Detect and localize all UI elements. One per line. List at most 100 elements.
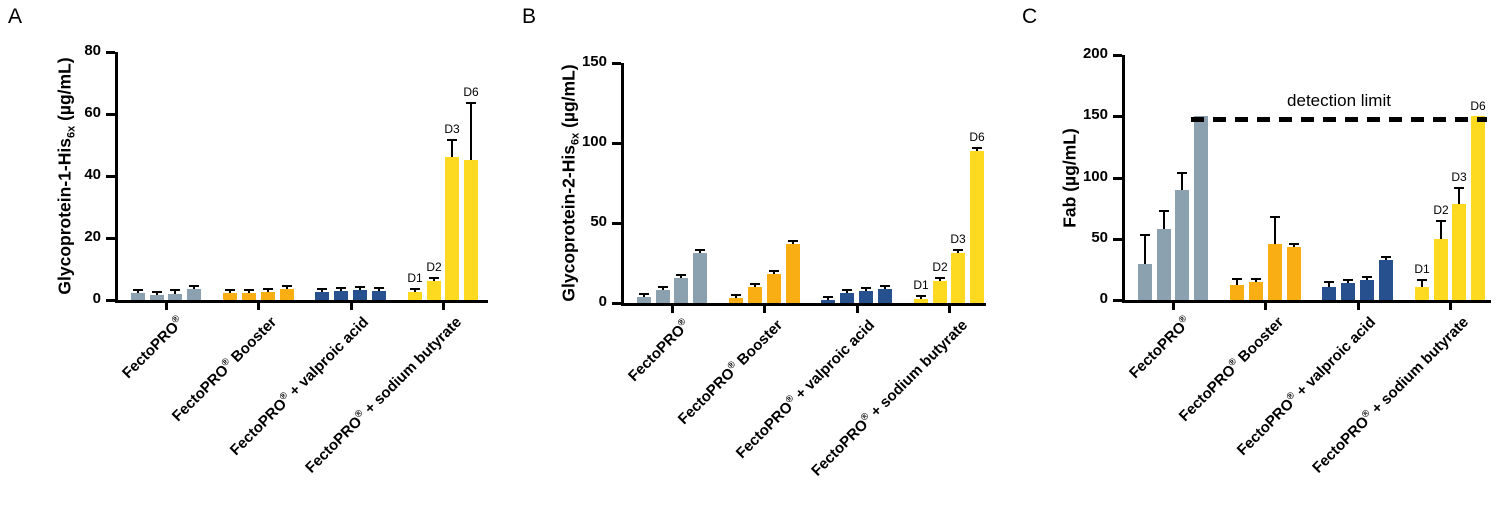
y-axis-title-main: Glycoprotein-1-His	[54, 138, 75, 295]
x-tick	[1264, 303, 1267, 310]
y-tick	[612, 302, 621, 305]
bar-label: D6	[1470, 99, 1486, 113]
error-bar	[174, 291, 176, 294]
error-bar	[754, 285, 756, 287]
x-category-label: FectoPRO®	[625, 316, 694, 385]
y-tick	[1113, 238, 1122, 241]
error-bar	[699, 251, 701, 253]
bar	[637, 297, 651, 303]
error-bar-cap	[695, 249, 705, 251]
x-category-label-text: FectoPRO	[1234, 395, 1298, 459]
x-category-label-text: + valproic acid	[283, 313, 373, 403]
bar	[1249, 282, 1263, 300]
bar-label: D6	[969, 130, 985, 144]
error-bar-cap	[823, 296, 833, 298]
error-bar-cap	[972, 147, 982, 149]
y-axis-title-main: Glycoprotein-2-His	[558, 145, 579, 302]
error-bar-cap	[1436, 220, 1446, 222]
y-tick-label: 200	[1082, 45, 1108, 62]
y-axis-line	[115, 52, 118, 303]
chart-panel-b: B 0 50 100 150 Glycoprotein-2-His6x (µg/mL) F…	[500, 0, 1007, 520]
error-bar	[846, 291, 848, 293]
panel-letter: B	[522, 5, 537, 28]
error-bar	[451, 141, 453, 157]
bar	[427, 281, 441, 300]
y-axis-title-subscript: 6x	[569, 132, 582, 146]
bar	[1360, 280, 1374, 300]
error-bar-cap	[263, 288, 273, 290]
x-category-label-text: Booster	[1231, 313, 1288, 369]
error-bar	[193, 287, 195, 289]
x-category-label-text: Booster	[224, 313, 281, 369]
y-axis-title-main: Fab	[1059, 196, 1080, 228]
x-tick	[948, 306, 951, 313]
bar	[1157, 229, 1171, 300]
bar	[1434, 239, 1448, 300]
x-category-label-text: FectoPRO	[625, 321, 689, 385]
error-bar	[1385, 258, 1387, 260]
bar	[1322, 287, 1336, 300]
y-tick-label: 50	[1091, 229, 1108, 246]
x-category-label-text: FectoPRO	[807, 416, 872, 480]
error-bar	[920, 297, 922, 299]
error-bar-cap	[447, 139, 457, 141]
error-bar	[865, 289, 867, 291]
bar-label: D3	[950, 232, 966, 246]
y-tick-label: 150	[1082, 106, 1108, 123]
x-category-label: FectoPRO® + sodium butyrate	[807, 316, 971, 480]
y-axis-title-unit: (µg/mL)	[1059, 127, 1080, 197]
panel-letter: C	[1022, 5, 1038, 28]
error-bar-cap	[1381, 256, 1391, 258]
bar	[767, 274, 781, 303]
x-category-label-text: + valproic acid	[789, 316, 879, 406]
error-bar-cap	[750, 283, 760, 285]
error-bar	[1366, 278, 1368, 280]
error-bar-cap	[1289, 243, 1299, 245]
y-tick	[1113, 115, 1122, 118]
bar	[1194, 116, 1208, 300]
bar-chart-fab: 0 50 100 150 200 Fab (µg/mL) FectoPRO® FectoPRO…	[1000, 0, 1507, 520]
bar-chart-glycoprotein-2: 0 50 100 150 Glycoprotein-2-His6x (µg/mL) Fec…	[500, 0, 1007, 520]
error-bar-cap	[282, 285, 292, 287]
bar-label: D3	[444, 122, 460, 136]
x-tick	[856, 306, 859, 313]
error-bar	[321, 290, 323, 292]
y-tick-label: 0	[598, 293, 607, 310]
x-tick	[1172, 303, 1175, 310]
bar	[1471, 116, 1485, 300]
error-bar-cap	[676, 274, 686, 276]
x-tick	[1449, 303, 1452, 310]
error-bar-cap	[466, 102, 476, 104]
error-bar	[248, 291, 250, 293]
bar	[315, 292, 329, 300]
x-tick	[1357, 303, 1360, 310]
x-tick	[257, 303, 260, 310]
y-axis-title-unit: (µg/mL)	[54, 57, 75, 126]
detection-limit-line	[1191, 117, 1487, 122]
x-category-label-text: + sodium butyrate	[1365, 313, 1472, 421]
x-category-label-text: FectoPRO	[674, 364, 739, 428]
x-tick	[671, 306, 674, 313]
bar	[1415, 287, 1429, 300]
bar-label: D1	[1414, 262, 1430, 276]
error-bar-cap	[788, 240, 798, 242]
x-category-label: FectoPRO® + sodium butyrate	[301, 313, 465, 477]
error-bar-cap	[152, 291, 162, 293]
bar	[1379, 260, 1393, 300]
error-bar-cap	[916, 295, 926, 297]
error-bar-cap	[1270, 216, 1280, 218]
bar	[693, 253, 707, 303]
error-bar	[156, 293, 158, 295]
y-axis-line	[1122, 55, 1125, 303]
bar	[729, 298, 743, 303]
error-bar	[792, 242, 794, 244]
y-axis-title: Fab (µg/mL)	[1060, 128, 1081, 228]
error-bar-cap	[1177, 172, 1187, 174]
y-tick	[106, 237, 115, 240]
y-tick-label: 20	[84, 228, 101, 245]
bar	[150, 295, 164, 300]
y-tick	[106, 51, 115, 54]
error-bar	[229, 291, 231, 293]
x-tick	[165, 303, 168, 310]
error-bar	[884, 287, 886, 289]
